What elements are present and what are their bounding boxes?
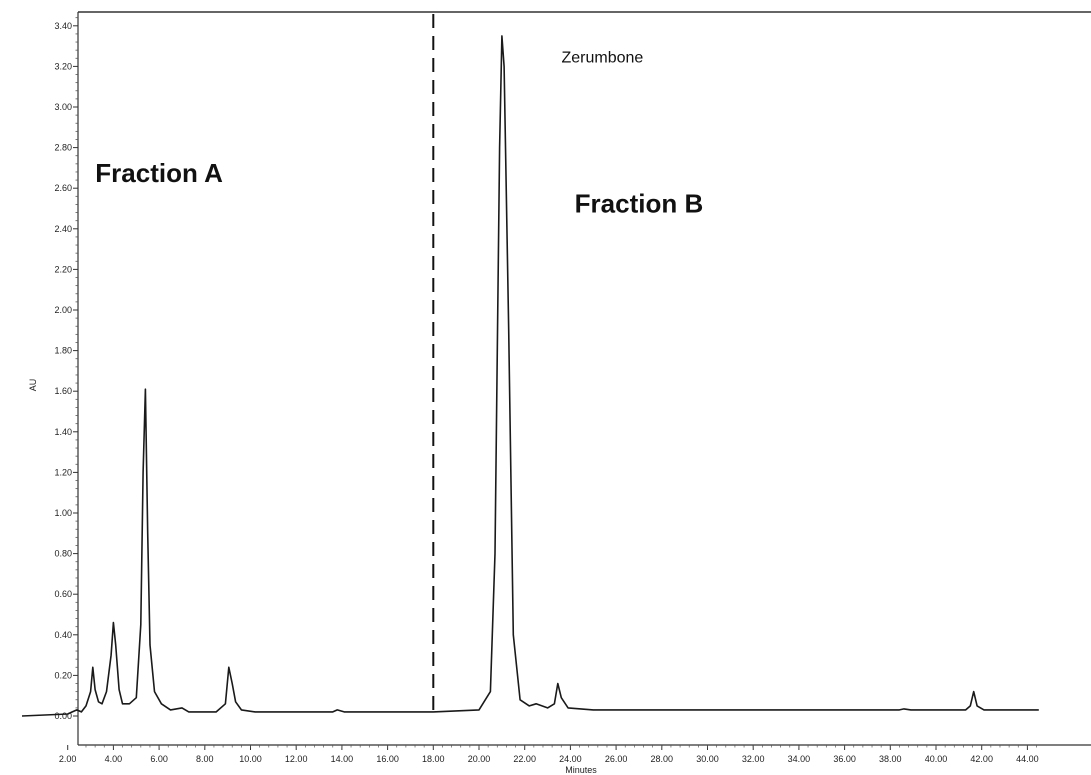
x-tick-label: 14.00 xyxy=(331,754,354,764)
x-tick-label: 36.00 xyxy=(833,754,856,764)
x-tick-label: 8.00 xyxy=(196,754,214,764)
x-tick-labels: 2.00 4.00 6.00 8.00 10.00 12.00 14.00 16.00 18.0… xyxy=(59,754,1039,764)
x-tick-label: 34.00 xyxy=(788,754,811,764)
peak-label: Zerumbone xyxy=(561,49,643,66)
y-tick-label: 1.40 xyxy=(54,427,72,437)
x-tick-label: 42.00 xyxy=(970,754,993,764)
y-tick-label: 0.00 xyxy=(54,711,72,721)
y-tick-label: 3.20 xyxy=(54,61,72,71)
y-tick-label: 2.00 xyxy=(54,305,72,315)
x-tick-label: 26.00 xyxy=(605,754,628,764)
x-tick-label: 2.00 xyxy=(59,754,77,764)
series-group xyxy=(21,35,1039,717)
annotations-group: Fraction A Fraction B Zerumbone xyxy=(95,49,703,218)
x-tick-label: 24.00 xyxy=(559,754,582,764)
x-tick-label: 38.00 xyxy=(879,754,902,764)
y-axis-title: AU xyxy=(28,379,38,392)
y-tick-labels: 0.00 0.20 0.40 0.60 0.80 1.00 1.20 1.40 1.60 1.80… xyxy=(54,21,72,721)
y-tick-label: 2.40 xyxy=(54,224,72,234)
x-tick-label: 6.00 xyxy=(150,754,168,764)
x-tick-label: 10.00 xyxy=(239,754,262,764)
y-tick-label: 1.60 xyxy=(54,386,72,396)
x-tick-label: 16.00 xyxy=(376,754,399,764)
x-tick-label: 20.00 xyxy=(468,754,491,764)
y-tick-label: 0.20 xyxy=(54,670,72,680)
y-tick-label: 2.60 xyxy=(54,183,72,193)
y-tick-label: 2.80 xyxy=(54,143,72,153)
y-tick-label: 2.20 xyxy=(54,264,72,274)
x-tick-label: 22.00 xyxy=(513,754,536,764)
y-tick-label: 3.00 xyxy=(54,102,72,112)
x-tick-label: 28.00 xyxy=(651,754,674,764)
plot-frame xyxy=(77,11,1091,746)
axis-ticks xyxy=(67,17,1037,750)
fraction-label: Fraction B xyxy=(575,189,704,219)
x-tick-label: 30.00 xyxy=(696,754,719,764)
y-tick-label: 0.40 xyxy=(54,630,72,640)
x-tick-label: 44.00 xyxy=(1016,754,1039,764)
x-tick-label: 12.00 xyxy=(285,754,308,764)
x-tick-label: 18.00 xyxy=(422,754,445,764)
y-tick-label: 3.40 xyxy=(54,21,72,31)
x-tick-label: 32.00 xyxy=(742,754,765,764)
x-axis-title: Minutes xyxy=(565,765,597,775)
y-tick-label: 1.20 xyxy=(54,467,72,477)
chromatogram-trace xyxy=(21,35,1039,717)
x-tick-label: 40.00 xyxy=(925,754,948,764)
fraction-label: Fraction A xyxy=(95,158,223,188)
y-tick-label: 1.00 xyxy=(54,508,72,518)
x-tick-label: 4.00 xyxy=(105,754,123,764)
y-tick-label: 0.60 xyxy=(54,589,72,599)
y-tick-label: 1.80 xyxy=(54,346,72,356)
y-tick-label: 0.80 xyxy=(54,549,72,559)
